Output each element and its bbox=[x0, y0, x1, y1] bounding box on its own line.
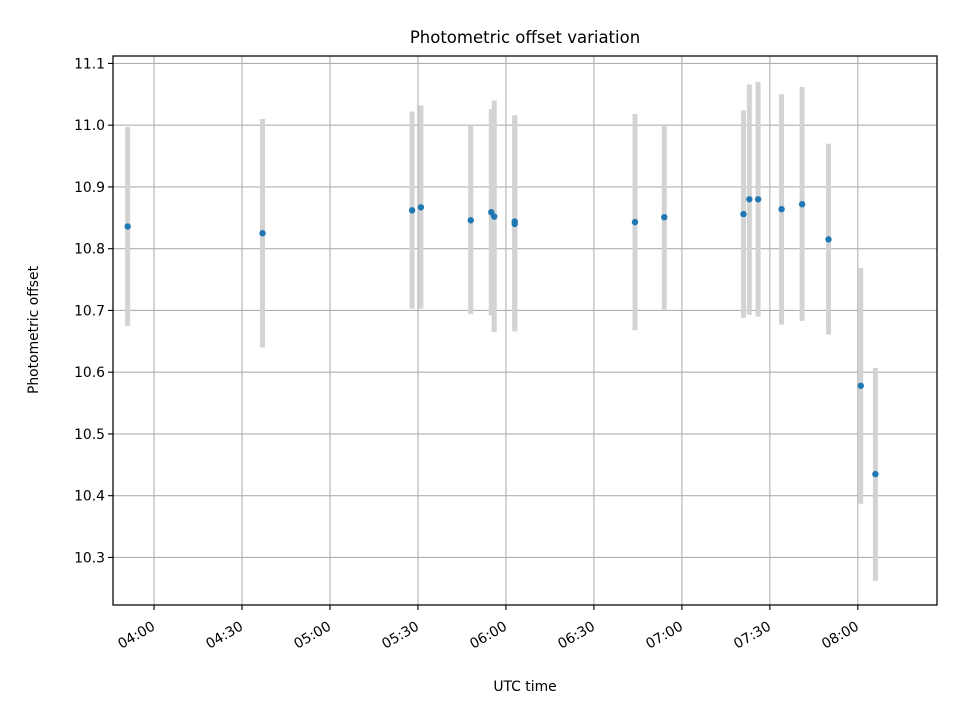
y-tick-label: 10.5 bbox=[74, 427, 105, 443]
data-point bbox=[661, 213, 668, 221]
data-point bbox=[746, 196, 753, 203]
data-point bbox=[825, 236, 832, 243]
data-point bbox=[778, 205, 785, 213]
data-point bbox=[798, 201, 806, 208]
data-point bbox=[754, 196, 762, 203]
data-point bbox=[259, 230, 266, 237]
data-point bbox=[872, 470, 879, 478]
y-tick-label: 11.0 bbox=[74, 118, 105, 134]
data-point bbox=[417, 204, 425, 211]
chart-title: Photometric offset variation bbox=[410, 28, 640, 47]
y-tick-label: 10.8 bbox=[74, 242, 105, 258]
y-tick-label: 11.1 bbox=[74, 56, 105, 72]
plot-frame bbox=[112, 55, 938, 606]
y-tick-label: 10.9 bbox=[74, 180, 105, 196]
y-tick-label: 10.3 bbox=[74, 550, 105, 566]
data-point bbox=[631, 218, 639, 226]
y-axis-label: Photometric offset bbox=[26, 265, 42, 394]
data-point bbox=[124, 223, 131, 230]
data-point bbox=[740, 210, 747, 218]
x-axis-label: UTC time bbox=[493, 679, 556, 695]
data-point bbox=[857, 382, 864, 389]
y-tick-label: 10.7 bbox=[74, 303, 105, 319]
data-point bbox=[511, 218, 518, 225]
y-tick-label: 10.4 bbox=[74, 489, 105, 505]
data-point bbox=[408, 207, 416, 214]
data-point bbox=[467, 217, 474, 224]
y-tick-label: 10.6 bbox=[74, 365, 105, 381]
marker-layer bbox=[124, 196, 879, 478]
data-point bbox=[491, 213, 498, 220]
